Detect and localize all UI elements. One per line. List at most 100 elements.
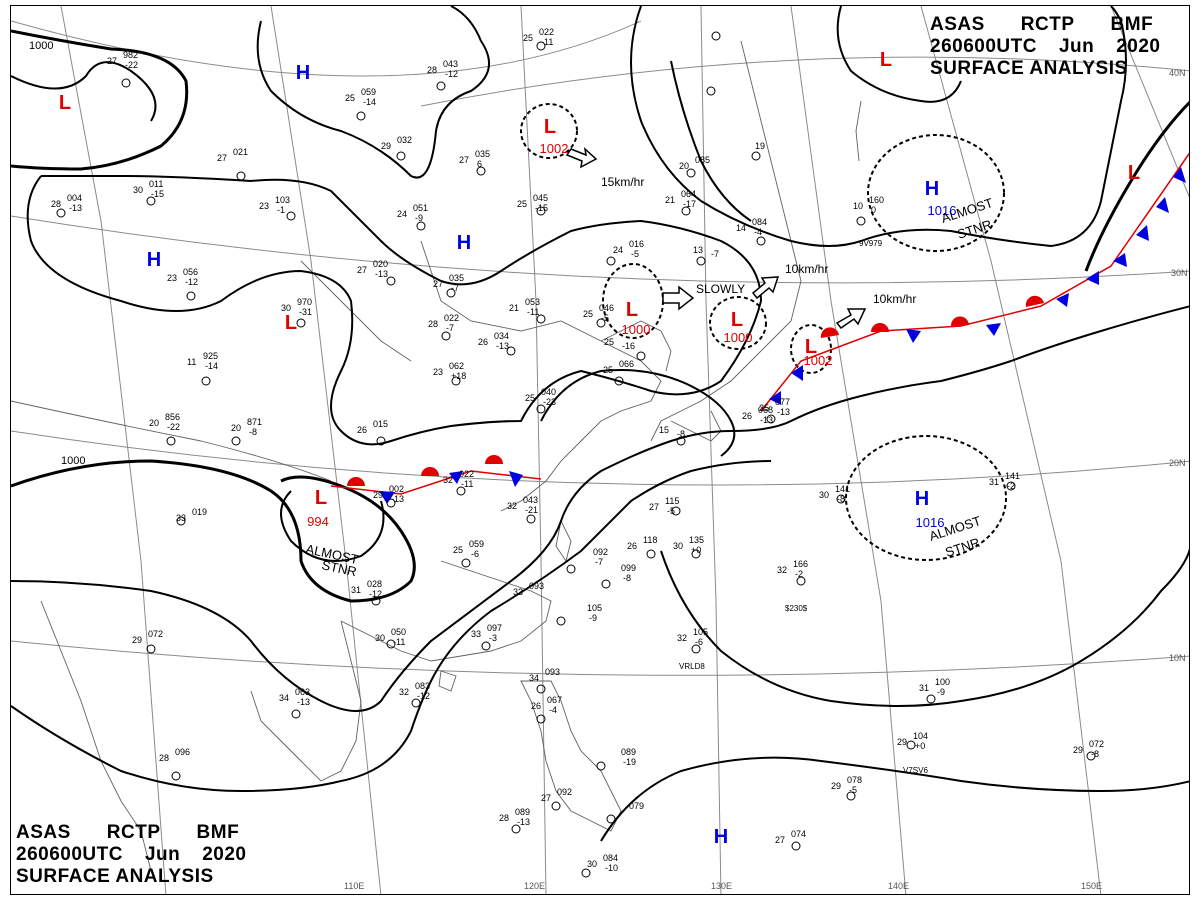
- obs-temperature: 20: [231, 423, 241, 433]
- obs-pressure: 072: [148, 629, 163, 639]
- cold-tooth: [1173, 167, 1186, 183]
- center-pressure: 1000: [622, 322, 651, 337]
- cold-tooth: [1113, 253, 1127, 267]
- station-circle: [926, 694, 936, 704]
- obs-pressure: 077: [775, 397, 790, 407]
- low-center: L: [626, 299, 638, 321]
- obs-pressure: 040: [541, 387, 556, 397]
- arrow-10kmhr-1: [751, 276, 780, 300]
- station-circle: [536, 41, 546, 51]
- obs-pressure: 004: [67, 193, 82, 203]
- station-circle: [536, 714, 546, 724]
- obs-tendency: -12: [369, 589, 382, 599]
- arrow-slowly: [662, 285, 695, 311]
- station-circle: [451, 376, 461, 386]
- station-circle: [686, 168, 696, 178]
- station-circle: [1006, 481, 1016, 491]
- isobar-south-big: [11, 305, 1189, 712]
- obs-temperature: 26: [742, 411, 752, 421]
- obs-tendency: -6: [471, 549, 479, 559]
- station-circle: [476, 166, 486, 176]
- obs-temperature: 20: [149, 418, 159, 428]
- low-center: L: [59, 92, 71, 114]
- longitude-label: 120E: [524, 881, 545, 891]
- station-circle: [286, 211, 296, 221]
- meridian-150e: [920, 6, 1102, 894]
- latitude-label: 40N: [1169, 68, 1186, 78]
- center-pressure: 1002: [804, 353, 833, 368]
- obs-temperature: 10: [853, 201, 863, 211]
- parallel-30n: [11, 215, 1189, 284]
- station-circle: [436, 81, 446, 91]
- isobar-nw-outer: [11, 61, 157, 122]
- obs-tendency: -13: [391, 494, 404, 504]
- obs-temperature: 27: [775, 835, 785, 845]
- motion-label: 15km/hr: [601, 175, 644, 189]
- motion-label: 10km/hr: [785, 262, 828, 276]
- obs-pressure: 970: [297, 297, 312, 307]
- longitude-label: 140E: [888, 881, 909, 891]
- obs-temperature: 27: [217, 153, 227, 163]
- obs-pressure: 022: [459, 469, 474, 479]
- obs-temperature: 23: [167, 273, 177, 283]
- isobar-equator: [600, 756, 1189, 842]
- obs-tendency: -13: [496, 341, 509, 351]
- obs-temperature: 26: [357, 425, 367, 435]
- obs-temperature: 23: [259, 201, 269, 211]
- obs-tendency: -11: [461, 479, 473, 489]
- obs-tendency: -12: [417, 691, 430, 701]
- low-center: L: [544, 116, 556, 138]
- coast-korea-china: [420, 240, 662, 512]
- obs-tendency: -7: [711, 249, 719, 259]
- obs-temperature: 28: [159, 753, 169, 763]
- valid-time: 260600UTC: [16, 844, 123, 865]
- high-center: H: [296, 62, 310, 84]
- obs-code: VRLD8: [679, 662, 705, 671]
- month: Jun: [1058, 36, 1095, 57]
- center-pressure: 1002: [540, 141, 569, 156]
- obs-pressure: 011: [149, 179, 163, 189]
- station-code: RCTP: [106, 822, 161, 843]
- station-circle: [766, 414, 776, 424]
- obs-pressure: 856: [165, 412, 180, 422]
- obs-tendency: -23: [543, 397, 556, 407]
- station-circle: [846, 791, 856, 801]
- station-circle: [386, 276, 396, 286]
- dashed-ring-low-korea: [709, 296, 767, 350]
- station-circle: [236, 171, 246, 181]
- obs-tendency: +0: [915, 741, 925, 751]
- obs-code: $230$: [785, 604, 808, 613]
- station-circle: [201, 376, 211, 386]
- obs-temperature: 32: [399, 687, 409, 697]
- obs-temperature: 26: [627, 541, 637, 551]
- arrow-10kmhr-2: [835, 308, 867, 330]
- obs-pressure: 015: [373, 419, 388, 429]
- obs-tendency: -8: [623, 573, 631, 583]
- isobar-japan-sea: [670, 60, 752, 222]
- obs-pressure: 115: [665, 496, 679, 506]
- obs-tendency: -7: [595, 557, 603, 567]
- station-circle: [356, 111, 366, 121]
- parallel-50n: [11, 20, 642, 77]
- station-circle: [756, 236, 766, 246]
- obs-pressure: 059: [361, 87, 376, 97]
- obs-pressure: 035: [475, 149, 490, 159]
- station-circle: [676, 436, 686, 446]
- meridian-110e: [270, 6, 382, 894]
- obs-tendency: -5: [601, 313, 609, 323]
- station-circle: [371, 596, 381, 606]
- obs-temperature: 20: [679, 161, 689, 171]
- center-pressure: 1016: [928, 203, 957, 218]
- stationary-front-west: [330, 455, 542, 504]
- coast-kamchatka: [855, 100, 862, 162]
- isobar-pacific: [660, 548, 1189, 707]
- obs-pressure: 067: [547, 695, 562, 705]
- obs-pressure: 021: [233, 147, 248, 157]
- station-circle: [696, 256, 706, 266]
- obs-tendency: -8: [249, 427, 257, 437]
- obs-pressure: 097: [487, 623, 502, 633]
- warm-lobe: [871, 323, 889, 332]
- station-circle: [581, 868, 591, 878]
- station-circle: [1086, 751, 1096, 761]
- analysis-header: ASAS RCTP BMF 260600UTC Jun 2020 SURFACE ANA…: [930, 14, 1161, 80]
